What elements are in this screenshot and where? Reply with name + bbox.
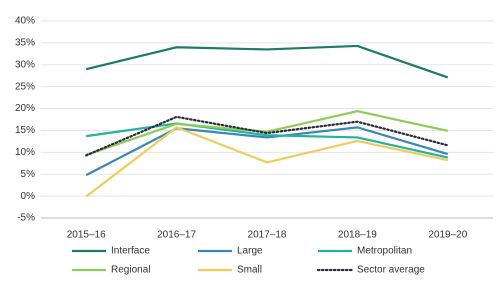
legend-label: Regional — [111, 265, 150, 276]
legend-label: Interface — [111, 246, 150, 257]
series-line — [85, 115, 449, 157]
x-tick-label: 2016–17 — [157, 230, 196, 241]
y-tick-label: 25% — [15, 81, 35, 92]
series-line — [85, 126, 449, 198]
y-tick-label: 15% — [15, 125, 35, 136]
x-tick-label: 2018–19 — [338, 230, 377, 241]
y-tick-label: 35% — [15, 38, 35, 49]
y-tick-label: -5% — [17, 213, 35, 224]
y-tick-label: 0% — [21, 191, 36, 202]
y-tick-label: 10% — [15, 147, 35, 158]
series-line — [85, 126, 449, 177]
legend-label: Metropolitan — [357, 246, 412, 257]
x-tick-label: 2015–16 — [67, 230, 106, 241]
x-tick-label: 2019–20 — [428, 230, 467, 241]
legend-label: Large — [237, 246, 263, 257]
series-line — [85, 110, 449, 157]
y-tick-label: 40% — [15, 16, 35, 27]
legend-label: Sector average — [357, 265, 425, 276]
y-tick-label: 5% — [21, 169, 36, 180]
series-line — [86, 122, 449, 159]
legend-label: Small — [237, 265, 262, 276]
x-tick-label: 2017–18 — [248, 230, 287, 241]
y-tick-label: 20% — [15, 103, 35, 114]
series-line — [85, 44, 449, 79]
y-tick-label: 30% — [15, 59, 35, 70]
